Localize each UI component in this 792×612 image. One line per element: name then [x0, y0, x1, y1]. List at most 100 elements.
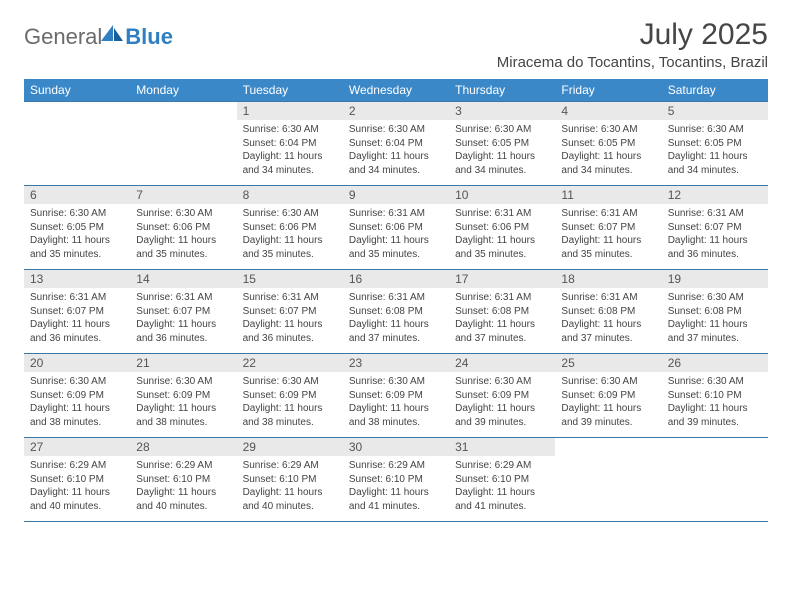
calendar-cell: 9Sunrise: 6:31 AMSunset: 6:06 PMDaylight…: [343, 186, 449, 270]
daylight-text: Daylight: 11 hours and 36 minutes.: [30, 318, 124, 345]
daylight-text: Daylight: 11 hours and 35 minutes.: [561, 234, 655, 261]
day-details: Sunrise: 6:30 AMSunset: 6:09 PMDaylight:…: [343, 372, 449, 435]
calendar-cell: 13 Sunrise: 6:31 AMSunset: 6:07 PMDayligh…: [24, 270, 130, 354]
sunset-text: Sunset: 6:05 PM: [30, 221, 124, 235]
calendar-row: 20Sunrise: 6:30 AMSunset: 6:09 PMDayligh…: [24, 354, 768, 438]
daylight-text: Daylight: 11 hours and 35 minutes.: [349, 234, 443, 261]
calendar-cell: [662, 438, 768, 522]
sunrise-text: Sunrise: 6:30 AM: [561, 375, 655, 389]
calendar-cell: 27Sunrise: 6:29 AMSunset: 6:10 PMDayligh…: [24, 438, 130, 522]
sunrise-text: Sunrise: 6:30 AM: [243, 207, 337, 221]
calendar-cell: 4Sunrise: 6:30 AMSunset: 6:05 PMDaylight…: [555, 102, 661, 186]
brand-part1: General: [24, 24, 102, 50]
day-number: 8: [237, 186, 343, 204]
day-details: Sunrise: 6:29 AMSunset: 6:10 PMDaylight:…: [130, 456, 236, 519]
day-number: 26: [662, 354, 768, 372]
day-details: Sunrise: 6:30 AMSunset: 6:10 PMDaylight:…: [662, 372, 768, 435]
calendar-body: 1Sunrise: 6:30 AMSunset: 6:04 PMDaylight…: [24, 102, 768, 522]
sunrise-text: Sunrise: 6:30 AM: [243, 375, 337, 389]
sunset-text: Sunset: 6:04 PM: [243, 137, 337, 151]
day-number: 25: [555, 354, 661, 372]
day-details: Sunrise: 6:30 AMSunset: 6:08 PMDaylight:…: [662, 288, 768, 351]
brand-part2: Blue: [125, 24, 173, 50]
day-details: Sunrise: 6:30 AMSunset: 6:05 PMDaylight:…: [662, 120, 768, 183]
daylight-text: Daylight: 11 hours and 35 minutes.: [30, 234, 124, 261]
day-details: Sunrise: 6:30 AMSunset: 6:06 PMDaylight:…: [130, 204, 236, 267]
day-number: 1: [237, 102, 343, 120]
daylight-text: Daylight: 11 hours and 37 minutes.: [561, 318, 655, 345]
day-number: 13: [24, 270, 130, 288]
day-number: 21: [130, 354, 236, 372]
sunrise-text: Sunrise: 6:31 AM: [30, 291, 124, 305]
calendar-cell: 29Sunrise: 6:29 AMSunset: 6:10 PMDayligh…: [237, 438, 343, 522]
calendar-cell: 23Sunrise: 6:30 AMSunset: 6:09 PMDayligh…: [343, 354, 449, 438]
day-number: 10: [449, 186, 555, 204]
calendar-cell: 31Sunrise: 6:29 AMSunset: 6:10 PMDayligh…: [449, 438, 555, 522]
sunrise-text: Sunrise: 6:31 AM: [455, 291, 549, 305]
calendar-cell: 3Sunrise: 6:30 AMSunset: 6:05 PMDaylight…: [449, 102, 555, 186]
day-details: Sunrise: 6:31 AMSunset: 6:07 PMDaylight:…: [237, 288, 343, 351]
sunset-text: Sunset: 6:09 PM: [561, 389, 655, 403]
weekday-header: Sunday: [24, 79, 130, 102]
sunrise-text: Sunrise: 6:30 AM: [136, 207, 230, 221]
day-details: Sunrise: 6:31 AMSunset: 6:08 PMDaylight:…: [449, 288, 555, 351]
sunrise-text: Sunrise: 6:29 AM: [349, 459, 443, 473]
sunrise-text: Sunrise: 6:31 AM: [349, 207, 443, 221]
sunset-text: Sunset: 6:05 PM: [668, 137, 762, 151]
sunrise-text: Sunrise: 6:29 AM: [243, 459, 337, 473]
day-number: 19: [662, 270, 768, 288]
sunset-text: Sunset: 6:09 PM: [136, 389, 230, 403]
calendar-cell: 1Sunrise: 6:30 AMSunset: 6:04 PMDaylight…: [237, 102, 343, 186]
day-number: 17: [449, 270, 555, 288]
calendar-cell: 10Sunrise: 6:31 AMSunset: 6:06 PMDayligh…: [449, 186, 555, 270]
day-number: 29: [237, 438, 343, 456]
day-number: 16: [343, 270, 449, 288]
sunset-text: Sunset: 6:08 PM: [455, 305, 549, 319]
day-number: 7: [130, 186, 236, 204]
calendar-cell: 20Sunrise: 6:30 AMSunset: 6:09 PMDayligh…: [24, 354, 130, 438]
calendar-cell: 30Sunrise: 6:29 AMSunset: 6:10 PMDayligh…: [343, 438, 449, 522]
daylight-text: Daylight: 11 hours and 38 minutes.: [243, 402, 337, 429]
daylight-text: Daylight: 11 hours and 40 minutes.: [136, 486, 230, 513]
sunset-text: Sunset: 6:08 PM: [668, 305, 762, 319]
sunset-text: Sunset: 6:05 PM: [561, 137, 655, 151]
brand-logo: General Blue: [24, 18, 173, 50]
calendar-cell: [130, 102, 236, 186]
daylight-text: Daylight: 11 hours and 34 minutes.: [561, 150, 655, 177]
sunset-text: Sunset: 6:10 PM: [136, 473, 230, 487]
day-number: 3: [449, 102, 555, 120]
day-details: Sunrise: 6:30 AMSunset: 6:09 PMDaylight:…: [555, 372, 661, 435]
daylight-text: Daylight: 11 hours and 39 minutes.: [455, 402, 549, 429]
weekday-header: Friday: [555, 79, 661, 102]
sunset-text: Sunset: 6:07 PM: [30, 305, 124, 319]
weekday-header: Thursday: [449, 79, 555, 102]
day-details: Sunrise: 6:30 AMSunset: 6:05 PMDaylight:…: [555, 120, 661, 183]
weekday-header-row: SundayMondayTuesdayWednesdayThursdayFrid…: [24, 79, 768, 102]
sunrise-text: Sunrise: 6:30 AM: [455, 123, 549, 137]
day-number: 30: [343, 438, 449, 456]
page-header: General Blue July 2025 Miracema do Tocan…: [24, 18, 768, 71]
sunrise-text: Sunrise: 6:30 AM: [30, 207, 124, 221]
sunrise-text: Sunrise: 6:29 AM: [30, 459, 124, 473]
daylight-text: Daylight: 11 hours and 35 minutes.: [136, 234, 230, 261]
sunset-text: Sunset: 6:10 PM: [668, 389, 762, 403]
title-block: July 2025 Miracema do Tocantins, Tocanti…: [497, 18, 768, 71]
calendar-cell: 12Sunrise: 6:31 AMSunset: 6:07 PMDayligh…: [662, 186, 768, 270]
sunset-text: Sunset: 6:10 PM: [455, 473, 549, 487]
day-details: Sunrise: 6:29 AMSunset: 6:10 PMDaylight:…: [449, 456, 555, 519]
day-details: Sunrise: 6:30 AMSunset: 6:05 PMDaylight:…: [449, 120, 555, 183]
calendar-cell: 8Sunrise: 6:30 AMSunset: 6:06 PMDaylight…: [237, 186, 343, 270]
calendar-cell: [24, 102, 130, 186]
calendar-cell: 17Sunrise: 6:31 AMSunset: 6:08 PMDayligh…: [449, 270, 555, 354]
calendar-cell: 26Sunrise: 6:30 AMSunset: 6:10 PMDayligh…: [662, 354, 768, 438]
daylight-text: Daylight: 11 hours and 36 minutes.: [668, 234, 762, 261]
calendar-cell: 11Sunrise: 6:31 AMSunset: 6:07 PMDayligh…: [555, 186, 661, 270]
sunset-text: Sunset: 6:06 PM: [455, 221, 549, 235]
daylight-text: Daylight: 11 hours and 37 minutes.: [455, 318, 549, 345]
daylight-text: Daylight: 11 hours and 38 minutes.: [136, 402, 230, 429]
day-details: Sunrise: 6:31 AMSunset: 6:07 PMDaylight:…: [555, 204, 661, 267]
calendar-cell: 21Sunrise: 6:30 AMSunset: 6:09 PMDayligh…: [130, 354, 236, 438]
sunset-text: Sunset: 6:07 PM: [136, 305, 230, 319]
calendar-cell: 19Sunrise: 6:30 AMSunset: 6:08 PMDayligh…: [662, 270, 768, 354]
daylight-text: Daylight: 11 hours and 34 minutes.: [243, 150, 337, 177]
